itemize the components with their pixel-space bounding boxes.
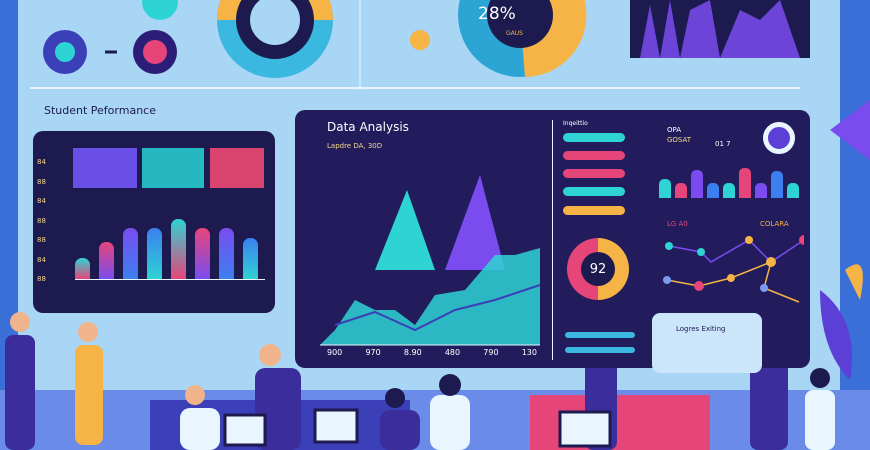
bar-value: 01 7 bbox=[715, 140, 731, 148]
y-tick: 88 bbox=[37, 236, 46, 244]
bar bbox=[691, 169, 703, 198]
y-axis-ticks: 84 88 84 88 88 84 88 bbox=[37, 153, 46, 290]
bar-subtitle: GOSAT bbox=[667, 136, 692, 144]
info-card: Logres Exiting bbox=[652, 313, 762, 373]
bar bbox=[739, 167, 751, 198]
x-tick: 790 bbox=[483, 348, 499, 357]
x-tick: 970 bbox=[365, 348, 381, 357]
list-pill[interactable] bbox=[563, 133, 625, 142]
divider bbox=[552, 120, 553, 360]
bar bbox=[147, 227, 162, 279]
slider[interactable] bbox=[565, 347, 635, 353]
x-tick: 900 bbox=[327, 348, 343, 357]
stat-card-teal bbox=[142, 148, 204, 188]
list-title: Inqeittio bbox=[563, 120, 588, 127]
stat-card-pink bbox=[210, 148, 264, 188]
list-pill[interactable] bbox=[563, 169, 625, 178]
bar bbox=[787, 182, 799, 198]
stat-card-purple bbox=[73, 148, 137, 188]
bar bbox=[771, 171, 783, 198]
bar-title: OPA bbox=[667, 126, 682, 134]
student-panel-title: Student Peformance bbox=[44, 104, 156, 117]
network-line-chart bbox=[663, 235, 804, 303]
y-tick: 88 bbox=[37, 177, 46, 186]
x-tick: 130 bbox=[521, 348, 537, 357]
list-pill[interactable] bbox=[563, 187, 625, 196]
top-donut-caption: GAUS bbox=[506, 30, 523, 37]
data-panel-title: Data Analysis bbox=[327, 120, 409, 134]
bar bbox=[723, 182, 735, 198]
x-tick: 480 bbox=[444, 348, 461, 357]
x-tick: 8.90 bbox=[403, 348, 422, 357]
slider[interactable] bbox=[565, 332, 635, 338]
bar bbox=[659, 179, 671, 198]
top-donut-value: 28% bbox=[478, 4, 516, 24]
list-pill[interactable] bbox=[563, 151, 625, 160]
list-pill[interactable] bbox=[563, 206, 625, 215]
bar bbox=[171, 219, 186, 279]
bar bbox=[755, 182, 767, 198]
bar bbox=[243, 237, 258, 279]
y-tick: 84 bbox=[37, 197, 46, 205]
pie-icon bbox=[763, 122, 795, 154]
data-panel-subtitle: Lapdre DA, 30D bbox=[327, 142, 383, 150]
bar bbox=[675, 182, 687, 198]
student-bar-chart bbox=[75, 196, 265, 280]
bar bbox=[75, 258, 90, 279]
bar bbox=[707, 182, 719, 198]
score-gauge: 92 bbox=[567, 238, 629, 300]
y-tick: 84 bbox=[37, 255, 46, 264]
line-left-label: LG A0 bbox=[667, 220, 688, 228]
y-tick: 84 bbox=[37, 158, 46, 166]
gauge-value: 92 bbox=[581, 252, 615, 286]
line-right-label: COLARA bbox=[760, 220, 789, 228]
info-card-title: Logres Exiting bbox=[676, 325, 726, 333]
bar bbox=[219, 227, 234, 279]
x-axis-ticks: 900 970 8.90 480 790 130 bbox=[327, 348, 537, 357]
bar bbox=[99, 241, 114, 279]
top-donut-chart bbox=[217, 0, 333, 78]
student-performance-panel: 84 88 84 88 88 84 88 bbox=[33, 131, 275, 313]
area-chart bbox=[320, 175, 541, 346]
y-tick: 88 bbox=[37, 275, 46, 283]
bar bbox=[195, 227, 210, 279]
top-pie-chart bbox=[458, 0, 587, 77]
side-bar-chart bbox=[659, 160, 804, 198]
y-tick: 88 bbox=[37, 216, 46, 225]
bar bbox=[123, 227, 138, 279]
